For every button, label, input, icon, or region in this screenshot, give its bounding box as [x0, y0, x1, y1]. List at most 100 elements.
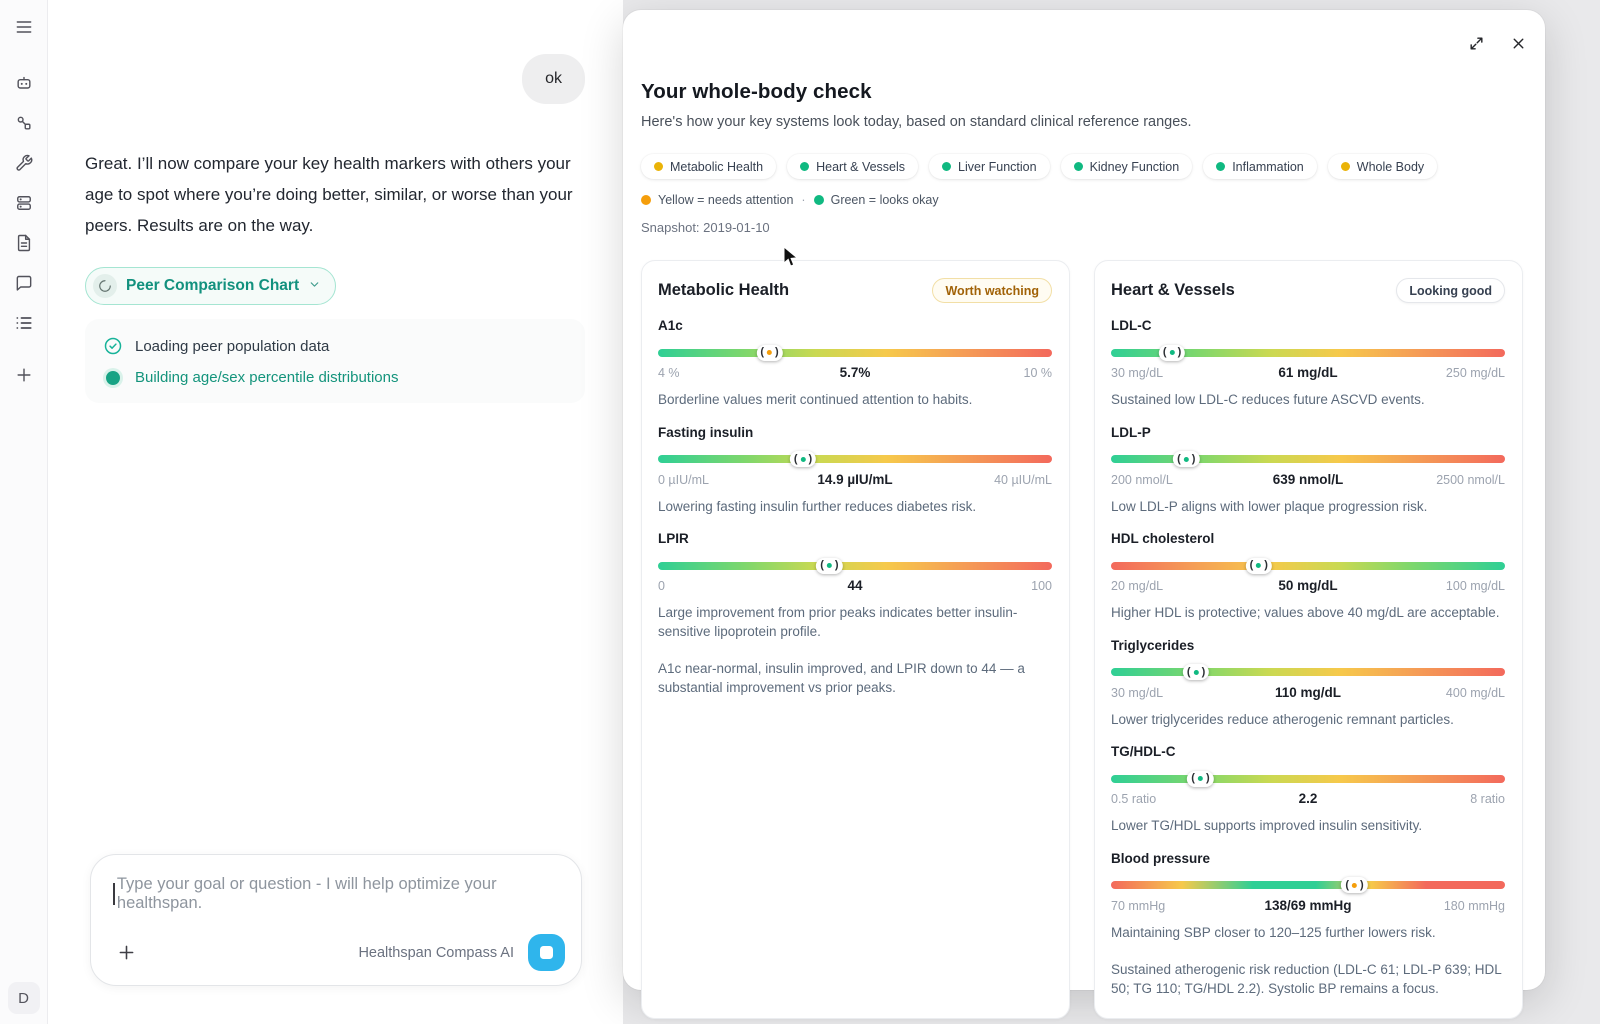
- metric-description: Higher HDL is protective; values above 4…: [1111, 605, 1500, 620]
- gauge-bar: [1111, 455, 1505, 463]
- card-title: Heart & Vessels: [1111, 281, 1235, 299]
- metric-tg-hdl: TG/HDL-C () 0.5 ratio 2.2 8 ratio Lower …: [1111, 744, 1505, 836]
- marker-dot-icon: [1183, 456, 1189, 462]
- metric-label: HDL cholesterol: [1111, 531, 1215, 546]
- user-avatar[interactable]: D: [7, 982, 40, 1014]
- legend-separator: ·: [801, 193, 806, 207]
- metric-ldl-c: LDL-C () 30 mg/dL 61 mg/dL 250 mg/dL Sus…: [1111, 318, 1505, 410]
- page-subtitle: Here's how your key systems look today, …: [641, 114, 1192, 130]
- gauge-marker: (): [1182, 664, 1210, 680]
- metric-label: Fasting insulin: [658, 424, 754, 440]
- metric-description: Maintaining SBP closer to 120–125 furthe…: [1111, 924, 1436, 940]
- gauge-marker: (): [756, 344, 783, 361]
- gauge-bar: [1111, 881, 1505, 889]
- chat-icon[interactable]: [9, 268, 39, 298]
- metric-description: Sustained low LDL-C reduces future ASCVD…: [1111, 392, 1425, 407]
- legend-yellow: Yellow = needs attention: [641, 193, 793, 207]
- metric-fasting-insulin: Fasting insulin () 0 µIU/mL 14.9 µIU/mL …: [658, 425, 1052, 517]
- metric-label: TG/HDL-C: [1111, 744, 1176, 759]
- marker-dot-icon: [1169, 350, 1175, 355]
- metric-value: 50 mg/dL: [1278, 578, 1338, 593]
- metric-value: 5.7%: [839, 365, 871, 380]
- gauge-marker: (): [789, 451, 817, 467]
- sidebar: D: [0, 0, 48, 1024]
- workflow-icon[interactable]: [9, 108, 39, 138]
- metric-value: 110 mg/dL: [1274, 684, 1342, 700]
- range-min: 0 µIU/mL: [658, 472, 709, 487]
- marker-dot-icon: [1256, 563, 1262, 568]
- range-max: 8 ratio: [1470, 792, 1505, 806]
- tag-whole-body[interactable]: Whole Body: [1327, 154, 1438, 179]
- card-metabolic-health: Metabolic Health Worth watching A1c () 4…: [641, 260, 1070, 1019]
- document-icon[interactable]: [9, 228, 39, 258]
- peer-comparison-chart-pill[interactable]: Peer Comparison Chart: [85, 267, 337, 305]
- chat-input[interactable]: Type your goal or question - I will help…: [113, 875, 561, 913]
- metric-value: 44: [847, 578, 863, 593]
- brand-label: Healthspan Compass AI: [358, 944, 514, 961]
- chat-pane: ok Great. I’ll now compare your key heal…: [48, 0, 623, 1024]
- marker-dot-icon: [767, 350, 772, 355]
- range-max: 10 %: [1023, 366, 1053, 380]
- wrench-icon[interactable]: [9, 148, 39, 178]
- expand-icon[interactable]: [1467, 34, 1485, 52]
- snapshot-date: Snapshot: 2019-01-10: [641, 220, 770, 235]
- range-max: 40 µIU/mL: [994, 472, 1052, 487]
- yellow-dot-icon: [641, 195, 651, 205]
- list-icon[interactable]: [9, 308, 39, 338]
- metric-label: Triglycerides: [1111, 637, 1195, 653]
- tag-label: Heart & Vessels: [816, 159, 906, 174]
- marker-dot-icon: [1193, 669, 1199, 675]
- progress-dot-icon: [106, 370, 120, 385]
- metric-label: LDL-P: [1111, 424, 1151, 440]
- tool-pill-label: Peer Comparison Chart: [126, 277, 300, 294]
- range-max: 2500 nmol/L: [1436, 472, 1505, 487]
- text-caret: [113, 883, 115, 905]
- menu-icon[interactable]: [9, 12, 39, 42]
- range-min: 30 mg/dL: [1111, 366, 1164, 380]
- chat-composer: Type your goal or question - I will help…: [90, 854, 582, 986]
- metric-description: Lower TG/HDL supports improved insulin s…: [1111, 818, 1423, 833]
- metric-hdl: HDL cholesterol () 20 mg/dL 50 mg/dL 100…: [1111, 531, 1505, 623]
- metric-value: 138/69 mmHg: [1264, 897, 1352, 913]
- tag-kidney-function[interactable]: Kidney Function: [1060, 154, 1193, 179]
- step-row-active: Building age/sex percentile distribution…: [103, 369, 567, 386]
- tag-metabolic-health[interactable]: Metabolic Health: [641, 154, 777, 179]
- stop-generating-button[interactable]: [528, 934, 565, 971]
- metric-lpir: LPIR () 0 44 100 Large improvement from …: [658, 531, 1052, 641]
- metric-description: Low LDL-P aligns with lower plaque progr…: [1111, 498, 1428, 514]
- range-max: 400 mg/dL: [1445, 685, 1505, 700]
- status-dot-icon: [1216, 162, 1226, 171]
- range-max: 100 mg/dL: [1445, 579, 1505, 593]
- close-icon[interactable]: [1509, 34, 1527, 52]
- metric-label: Blood pressure: [1111, 850, 1211, 866]
- new-chat-plus-icon[interactable]: [9, 360, 39, 390]
- tag-heart-vessels[interactable]: Heart & Vessels: [787, 154, 919, 179]
- status-dot-icon: [1073, 162, 1083, 171]
- gauge-marker: (): [1173, 451, 1200, 467]
- metric-triglycerides: Triglycerides () 30 mg/dL 110 mg/dL 400 …: [1111, 638, 1505, 730]
- metric-description: Lowering fasting insulin further reduces…: [658, 498, 977, 514]
- tag-label: Kidney Function: [1089, 159, 1180, 174]
- tag-inflammation[interactable]: Inflammation: [1203, 154, 1317, 179]
- step-row-done: Loading peer population data: [103, 336, 567, 356]
- add-attachment-button[interactable]: [113, 940, 139, 966]
- step-label: Building age/sex percentile distribution…: [135, 369, 399, 386]
- range-max: 180 mmHg: [1443, 898, 1505, 913]
- system-cards: Metabolic Health Worth watching A1c () 4…: [641, 260, 1523, 1019]
- metric-description: Large improvement from prior peaks indic…: [658, 605, 1018, 639]
- tag-liver-function[interactable]: Liver Function: [929, 154, 1050, 179]
- gauge-bar: [1111, 348, 1505, 357]
- gauge-marker: (): [1341, 877, 1368, 893]
- gauge-marker: (): [1187, 770, 1214, 787]
- server-icon[interactable]: [9, 188, 39, 218]
- range-min: 200 nmol/L: [1111, 472, 1173, 487]
- marker-dot-icon: [826, 563, 832, 568]
- stop-square-icon: [540, 946, 553, 959]
- gauge-bar: [1111, 668, 1505, 676]
- legend-green: Green = looks okay: [813, 193, 939, 207]
- metric-description: Borderline values merit continued attent…: [658, 392, 973, 407]
- tag-label: Liver Function: [958, 159, 1037, 174]
- card-summary: A1c near-normal, insulin improved, and L…: [658, 661, 1025, 695]
- legend-green-label: Green = looks okay: [830, 193, 939, 207]
- bot-icon[interactable]: [9, 68, 39, 98]
